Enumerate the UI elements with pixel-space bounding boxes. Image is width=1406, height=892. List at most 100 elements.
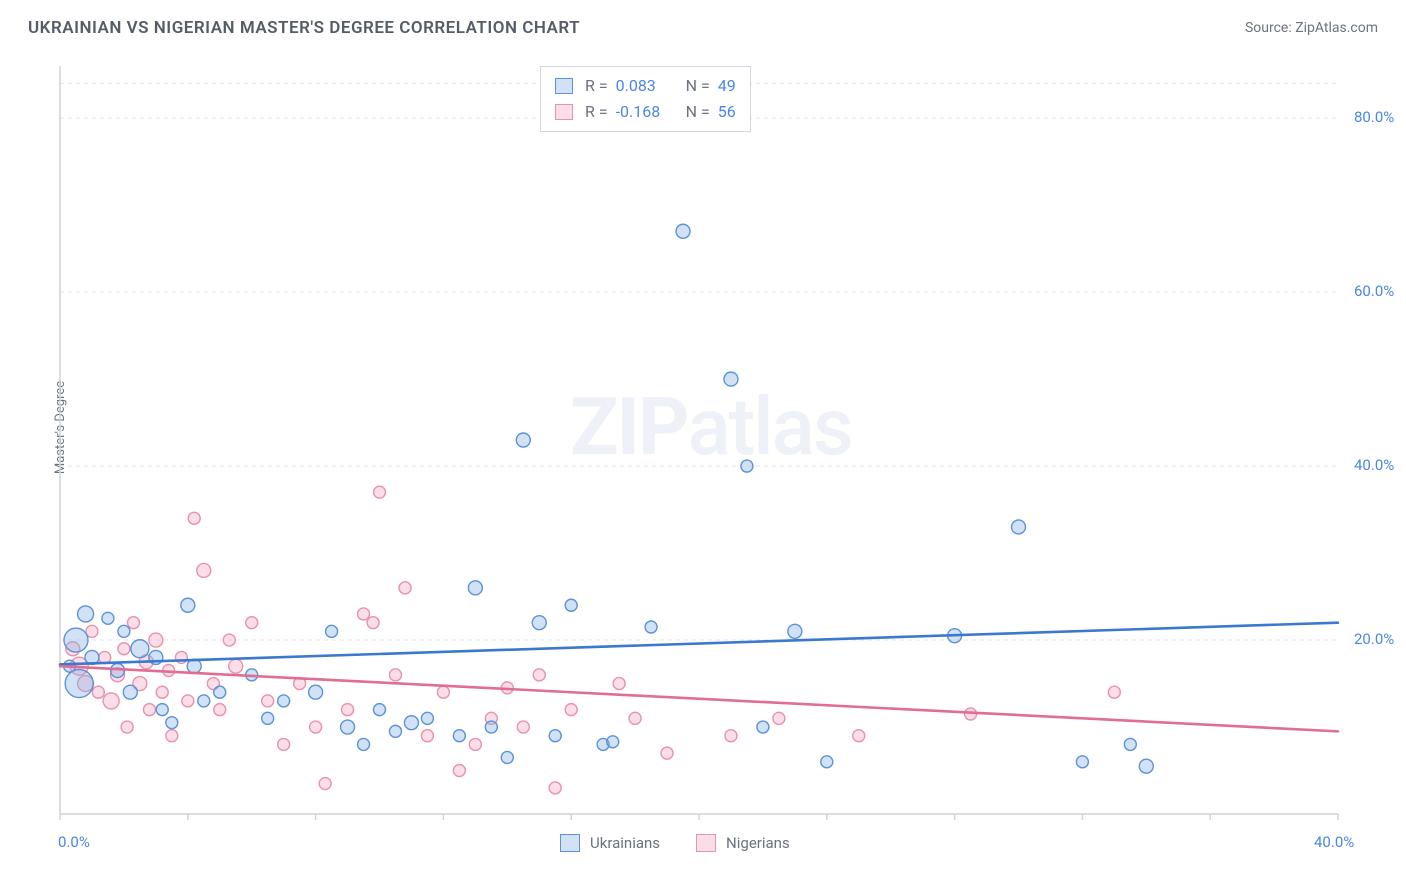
data-point — [399, 582, 411, 594]
y-tick-label: 20.0% — [1354, 630, 1394, 648]
data-point — [607, 736, 619, 748]
y-tick-label: 40.0% — [1354, 456, 1394, 474]
data-point — [309, 685, 323, 699]
stat-n-value: 56 — [718, 99, 736, 125]
stat-n-label: N = — [686, 73, 710, 99]
data-point — [724, 372, 738, 386]
data-point — [1108, 686, 1120, 698]
legend-swatch — [696, 834, 716, 852]
data-point — [613, 678, 625, 690]
data-point — [197, 563, 211, 577]
data-point — [853, 730, 865, 742]
data-point — [437, 686, 449, 698]
data-point — [757, 721, 769, 733]
legend-swatch — [555, 78, 573, 94]
legend-statistics-box: R =0.083N =49R =-0.168N =56 — [540, 66, 751, 132]
data-point — [533, 669, 545, 681]
data-point — [421, 730, 433, 742]
data-point — [358, 738, 370, 750]
data-point — [1012, 520, 1026, 534]
data-point — [517, 721, 529, 733]
data-point — [565, 599, 577, 611]
data-point — [389, 725, 401, 737]
data-point — [485, 721, 497, 733]
x-tick-label: 40.0% — [1314, 833, 1354, 851]
data-point — [1124, 738, 1136, 750]
data-point — [1139, 759, 1153, 773]
data-point — [310, 721, 322, 733]
stat-r-value: 0.083 — [616, 73, 678, 99]
data-point — [214, 686, 226, 698]
legend-item-label: Nigerians — [726, 834, 790, 852]
data-point — [404, 716, 418, 730]
data-point — [341, 720, 355, 734]
legend-swatch — [555, 104, 573, 120]
data-point — [1076, 756, 1088, 768]
data-point — [629, 712, 641, 724]
data-point — [149, 633, 163, 647]
data-point — [367, 617, 379, 629]
legend-item-label: Ukrainians — [590, 834, 660, 852]
data-point — [516, 433, 530, 447]
y-tick-label: 80.0% — [1354, 108, 1394, 126]
legend-item: Nigerians — [696, 834, 790, 852]
data-point — [788, 624, 802, 638]
data-point — [421, 712, 433, 724]
data-point — [278, 695, 290, 707]
data-point — [453, 765, 465, 777]
data-point — [64, 628, 88, 652]
data-point — [389, 669, 401, 681]
data-point — [374, 486, 386, 498]
data-point — [821, 756, 833, 768]
data-point — [181, 598, 195, 612]
stat-n-value: 49 — [718, 73, 736, 99]
data-point — [741, 460, 753, 472]
data-point — [92, 686, 104, 698]
stat-n-label: N = — [686, 99, 710, 125]
data-point — [118, 625, 130, 637]
data-point — [156, 686, 168, 698]
data-point — [198, 695, 210, 707]
data-point — [131, 640, 149, 658]
data-point — [121, 721, 133, 733]
legend-swatch — [560, 834, 580, 852]
data-point — [773, 712, 785, 724]
data-point — [676, 224, 690, 238]
data-point — [223, 634, 235, 646]
data-point — [214, 704, 226, 716]
data-point — [468, 581, 482, 595]
data-point — [565, 704, 577, 716]
data-point — [182, 695, 194, 707]
data-point — [229, 659, 243, 673]
data-point — [102, 612, 114, 624]
data-point — [326, 625, 338, 637]
data-point — [166, 730, 178, 742]
data-point — [342, 704, 354, 716]
scatter-plot — [58, 62, 1348, 820]
legend-stats-row: R = 0.083 N = 49 — [555, 73, 736, 99]
data-point — [156, 704, 168, 716]
data-point — [319, 778, 331, 790]
legend-stats-row: R =-0.168N =56 — [555, 99, 736, 125]
data-point — [358, 608, 370, 620]
data-point — [127, 617, 139, 629]
data-point — [78, 606, 94, 622]
trend-line — [60, 666, 1338, 731]
data-point — [143, 704, 155, 716]
data-point — [532, 616, 546, 630]
data-point — [501, 751, 513, 763]
data-point — [103, 693, 119, 709]
data-point — [166, 717, 178, 729]
data-point — [453, 730, 465, 742]
source-attribution: Source: ZipAtlas.com — [1245, 20, 1378, 36]
legend-bottom: Ukrainians Nigerians — [560, 834, 790, 852]
data-point — [374, 704, 386, 716]
stat-r-label: R = — [585, 99, 608, 125]
data-point — [278, 738, 290, 750]
data-point — [188, 512, 200, 524]
data-point — [123, 685, 137, 699]
data-point — [262, 695, 274, 707]
stat-r-label: R = — [585, 73, 608, 99]
data-point — [65, 670, 93, 698]
x-tick-label: 0.0% — [58, 833, 90, 851]
